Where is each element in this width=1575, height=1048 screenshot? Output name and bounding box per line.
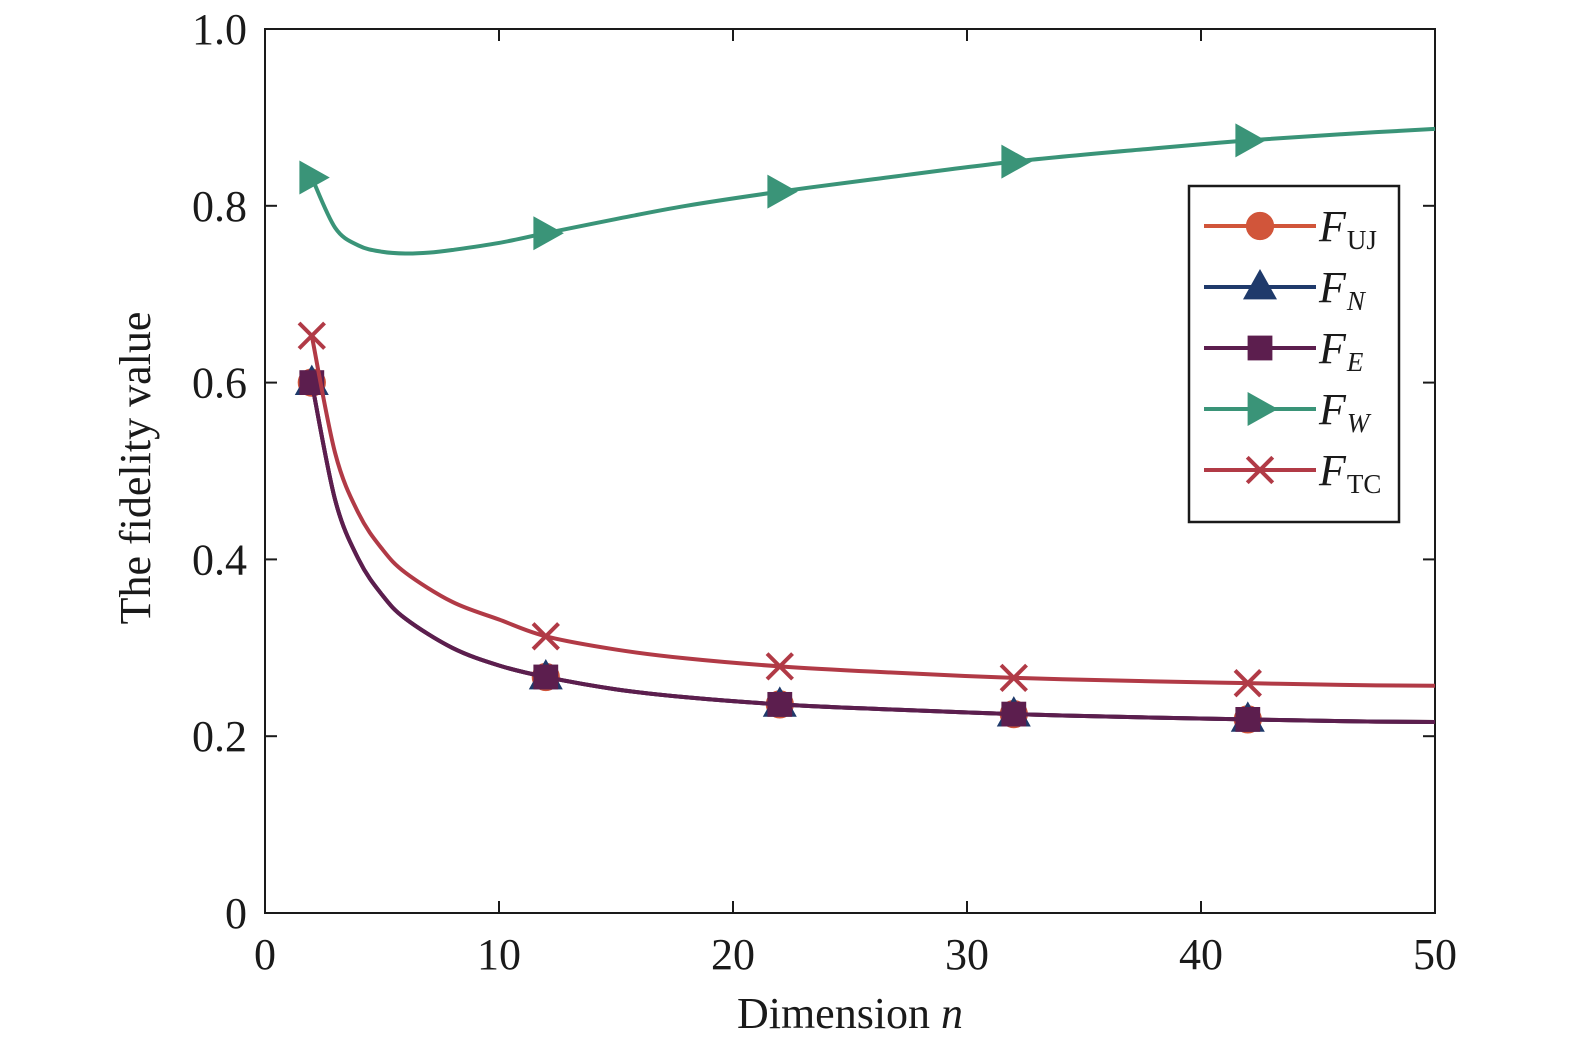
data-point <box>299 160 330 195</box>
series-tc <box>297 321 1436 698</box>
x-tick-label: 0 <box>254 930 276 979</box>
legend-marker <box>1247 335 1273 361</box>
data-point <box>1001 701 1027 727</box>
x-tick-label: 50 <box>1413 930 1457 979</box>
y-axis: 0 0.2 0.4 0.6 0.8 1.0 <box>192 5 1435 938</box>
legend-label: FE <box>1318 324 1364 377</box>
legend-marker <box>1247 391 1279 427</box>
legend-label: FN <box>1318 263 1367 316</box>
data-point <box>533 664 559 690</box>
legend-box <box>1187 184 1401 524</box>
legend-marker <box>1242 268 1278 300</box>
y-tick-label: 0 <box>225 889 247 938</box>
plot-area <box>264 28 1436 914</box>
legend-marker <box>1245 211 1275 241</box>
legend-label: FTC <box>1318 446 1381 499</box>
y-tick-label: 0.8 <box>192 182 247 231</box>
y-axis-label: The fidelity value <box>111 312 160 625</box>
data-point <box>1235 123 1266 158</box>
series-layer <box>294 123 1436 734</box>
series-line <box>309 126 1436 256</box>
data-point <box>1233 668 1262 698</box>
series-line <box>309 335 1436 688</box>
data-point <box>765 652 794 681</box>
legend-entry-uj: FUJ <box>1204 202 1377 255</box>
x-tick-label: 40 <box>1179 930 1223 979</box>
x-tick-label: 20 <box>711 930 755 979</box>
data-point <box>999 663 1028 693</box>
legend-entry-tc: FTC <box>1204 446 1381 499</box>
data-point <box>533 216 564 251</box>
y-tick-label: 0.2 <box>192 712 247 761</box>
series-line <box>309 382 1436 725</box>
x-axis-label: Dimension n <box>737 989 963 1038</box>
plot-frame <box>264 28 1436 914</box>
series-w <box>299 123 1436 256</box>
data-point <box>1001 144 1032 179</box>
data-point <box>531 622 560 651</box>
legend-entry-n: FN <box>1204 263 1367 316</box>
legend-entry-e: FE <box>1204 324 1364 377</box>
legend-label: FW <box>1318 385 1372 438</box>
legend-marker <box>1245 455 1275 485</box>
y-tick-label: 0.4 <box>192 535 247 584</box>
y-tick-label: 1.0 <box>192 5 247 54</box>
x-tick-label: 10 <box>477 930 521 979</box>
data-point <box>1235 707 1261 732</box>
data-point <box>297 321 326 350</box>
legend-label: FUJ <box>1318 202 1377 255</box>
x-axis: 0 10 20 30 40 50 <box>254 29 1457 979</box>
legend-entry-w: FW <box>1204 385 1372 438</box>
x-tick-label: 30 <box>945 930 989 979</box>
data-point <box>767 174 798 209</box>
legend: FUJ FN FE FW FTC <box>1187 184 1401 524</box>
data-point <box>767 691 793 717</box>
y-tick-label: 0.6 <box>192 359 247 408</box>
